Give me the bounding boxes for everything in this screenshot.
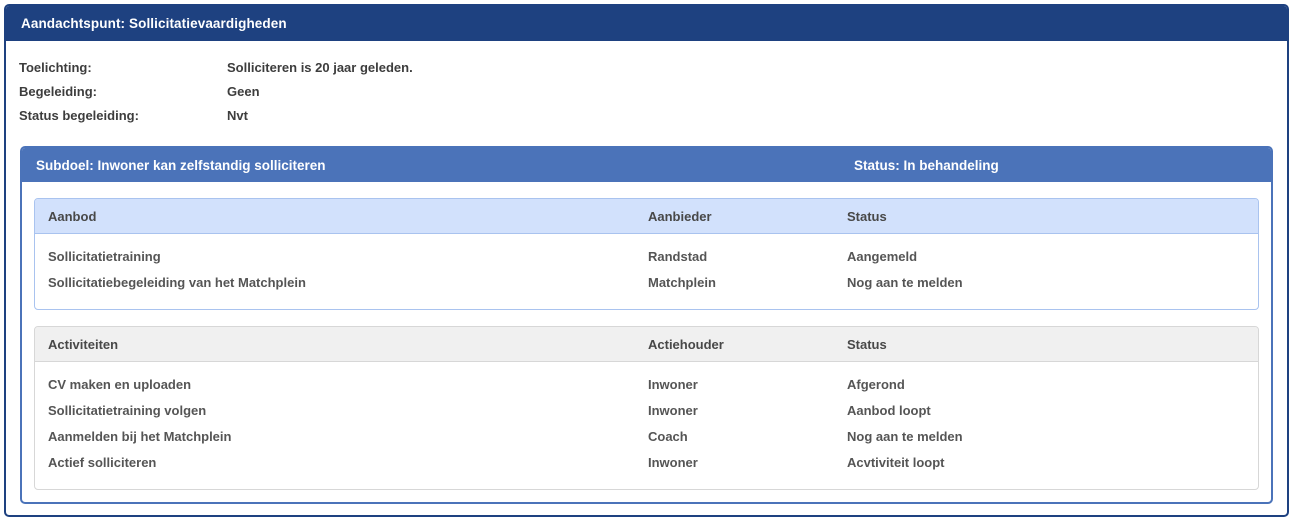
cell-actiehouder: Inwoner: [648, 403, 698, 418]
cell-activiteit: Sollicitatietraining volgen: [48, 403, 207, 418]
detail-value: Geen: [227, 84, 260, 99]
detail-label: Status begeleiding:: [19, 108, 139, 123]
detail-value: Nvt: [227, 108, 248, 123]
detail-row-begeleiding: Begeleiding: Geen: [6, 80, 1287, 104]
subdoel-title: Subdoel: Inwoner kan zelfstandig sollici…: [36, 157, 326, 173]
cell-actiehouder: Coach: [648, 429, 688, 444]
cell-activiteit: CV maken en uploaden: [48, 377, 192, 392]
aandachtspunt-title: Aandachtspunt: Sollicitatievaardigheden: [21, 16, 287, 31]
cell-actiehouder: Inwoner: [648, 455, 698, 470]
table-row: CV maken en uploaden Inwoner Afgerond: [35, 372, 1258, 398]
column-header-aanbieder: Aanbieder: [648, 209, 712, 224]
detail-value: Solliciteren is 20 jaar geleden.: [227, 60, 413, 75]
cell-activiteit: Actief solliciteren: [48, 455, 157, 470]
subdoel-status-label: Status: In behandeling: [854, 157, 999, 173]
column-header-aanbod: Aanbod: [48, 209, 97, 224]
column-header-status: Status: [847, 337, 887, 352]
activiteiten-table-body: CV maken en uploaden Inwoner Afgerond So…: [35, 362, 1258, 489]
activiteiten-table-header-row: Activiteiten Actiehouder Status: [35, 327, 1258, 362]
details-section: Toelichting: Solliciteren is 20 jaar gel…: [6, 41, 1287, 128]
cell-aanbod: Sollicitatietraining: [48, 249, 161, 264]
cell-status: Acvtiviteit loopt: [847, 455, 945, 470]
table-row: Actief solliciteren Inwoner Acvtiviteit …: [35, 450, 1258, 476]
detail-label: Toelichting:: [19, 60, 92, 75]
cell-status: Nog aan te melden: [847, 275, 963, 290]
column-header-status: Status: [847, 209, 887, 224]
column-header-actiehouder: Actiehouder: [648, 337, 724, 352]
detail-label: Begeleiding:: [19, 84, 98, 99]
aandachtspunt-header-bar: Aandachtspunt: Sollicitatievaardigheden: [6, 6, 1287, 41]
table-row: Sollicitatietraining volgen Inwoner Aanb…: [35, 398, 1258, 424]
cell-activiteit: Aanmelden bij het Matchplein: [48, 429, 232, 444]
aanbod-table-header-row: Aanbod Aanbieder Status: [35, 199, 1258, 234]
aanbod-table-body: Sollicitatietraining Randstad Aangemeld …: [35, 234, 1258, 309]
aandachtspunt-panel: Aandachtspunt: Sollicitatievaardigheden …: [4, 4, 1289, 517]
table-row: Sollicitatietraining Randstad Aangemeld: [35, 244, 1258, 270]
table-row: Sollicitatiebegeleiding van het Matchple…: [35, 270, 1258, 296]
detail-row-toelichting: Toelichting: Solliciteren is 20 jaar gel…: [6, 56, 1287, 80]
subdoel-header-bar: Subdoel: Inwoner kan zelfstandig sollici…: [22, 148, 1271, 182]
cell-status: Aanbod loopt: [847, 403, 931, 418]
column-header-activiteiten: Activiteiten: [48, 337, 119, 352]
activiteiten-table: Activiteiten Actiehouder Status CV maken…: [34, 326, 1259, 490]
table-row: Aanmelden bij het Matchplein Coach Nog a…: [35, 424, 1258, 450]
subdoel-body: Aanbod Aanbieder Status Sollicitatietrai…: [22, 182, 1271, 502]
cell-aanbieder: Matchplein: [648, 275, 716, 290]
detail-row-status-begeleiding: Status begeleiding: Nvt: [6, 104, 1287, 128]
aanbod-table: Aanbod Aanbieder Status Sollicitatietrai…: [34, 198, 1259, 310]
subdoel-panel: Subdoel: Inwoner kan zelfstandig sollici…: [20, 146, 1273, 504]
cell-status: Nog aan te melden: [847, 429, 963, 444]
cell-status: Afgerond: [847, 377, 905, 392]
cell-actiehouder: Inwoner: [648, 377, 698, 392]
cell-status: Aangemeld: [847, 249, 918, 264]
cell-aanbod: Sollicitatiebegeleiding van het Matchple…: [48, 275, 306, 290]
cell-aanbieder: Randstad: [648, 249, 708, 264]
